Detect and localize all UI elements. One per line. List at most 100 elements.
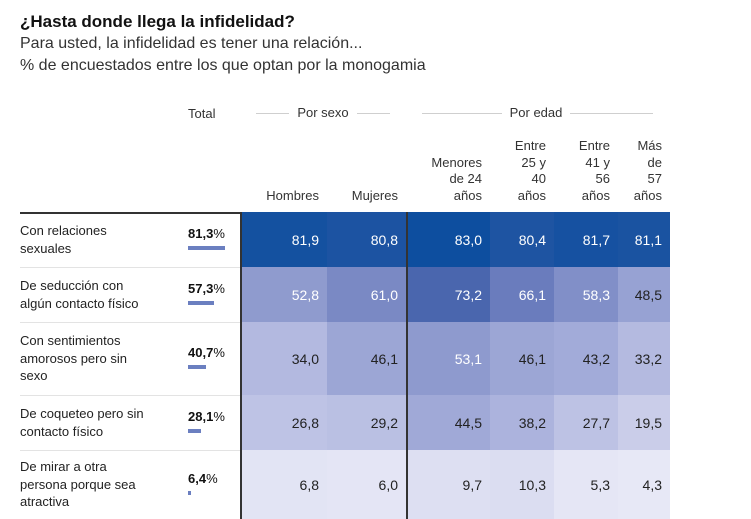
row-label: De coqueteo pero sin contacto físico (20, 405, 180, 440)
row-label-line: Con sentimientos (20, 333, 121, 349)
group-label-edad: Por edad (509, 105, 563, 120)
row-label-line: sexo (20, 368, 48, 384)
row-label-line: persona porque sea (20, 476, 136, 492)
heatmap-cell: 52,8 (240, 267, 327, 322)
group-label-sexo: Por sexo (297, 105, 349, 120)
column-header-line: de 24 (449, 171, 482, 186)
heatmap-cell: 46,1 (490, 322, 554, 395)
column-header: Menores de 24 años (402, 155, 482, 205)
heatmap-cell: 61,0 (327, 267, 406, 322)
column-header-line: años (633, 187, 662, 203)
group-line-sexo-left (256, 113, 289, 114)
group-line-edad-left (422, 113, 502, 114)
row-separator (20, 267, 240, 268)
percent-sign: % (206, 470, 218, 486)
heatmap-cell: 26,8 (240, 395, 327, 450)
row-label-line: amorosos pero sin (20, 350, 127, 366)
total-value: 28,1% (188, 408, 225, 424)
group-divider (406, 212, 408, 519)
row-label-line: Con relaciones (20, 223, 107, 238)
column-header: Entre 41 y 56 años (530, 138, 610, 204)
heatmap-cell: 4,3 (618, 450, 670, 519)
column-header-line: 41 y (585, 154, 610, 170)
total-bar (188, 490, 191, 495)
column-header-line: Entre (514, 138, 546, 153)
column-header-line: años (581, 187, 610, 203)
row-label-line: De seducción con (20, 278, 124, 293)
column-header-line: 25 y (521, 154, 546, 170)
heatmap-cell: 5,3 (554, 450, 618, 519)
total-value: 6,4% (188, 470, 218, 486)
heatmap-cell: 48,5 (618, 267, 670, 322)
heatmap-cell: 81,1 (618, 212, 670, 267)
heatmap-cell: 80,8 (327, 212, 406, 267)
heatmap-cell: 9,7 (406, 450, 490, 519)
heatmap-cell: 6,8 (240, 450, 327, 519)
column-header-line: Hombres (266, 187, 319, 203)
total-value: 81,3% (188, 225, 225, 241)
column-header-line: Mujeres (351, 187, 398, 203)
heatmap-cell: 44,5 (406, 395, 490, 450)
row-label-line: algún contacto físico (20, 295, 139, 311)
column-header-line: 56 (595, 171, 610, 186)
heatmap-cell: 6,0 (327, 450, 406, 519)
row-label: Con sentimientos amorosos pero sin sexo (20, 332, 180, 385)
heatmap-left-divider (240, 212, 242, 519)
heatmap-cell: 33,2 (618, 322, 670, 395)
heatmap-cell: 58,3 (554, 267, 618, 322)
heatmap-cell: 83,0 (406, 212, 490, 267)
column-header-line: años (453, 187, 482, 203)
percent-sign: % (213, 344, 225, 360)
row-label-line: contacto físico (20, 423, 104, 439)
row-label-line: De coqueteo pero sin (20, 406, 144, 421)
total-value: 57,3% (188, 280, 225, 296)
column-header: Hombres (239, 188, 319, 205)
row-label-line: De mirar a otra (20, 459, 107, 475)
group-line-edad-right (570, 113, 653, 114)
row-label: De seducción con algún contacto físico (20, 277, 180, 312)
heatmap-cell: 10,3 (490, 450, 554, 519)
total-value: 40,7% (188, 344, 225, 360)
total-bar (188, 245, 225, 250)
column-header: Entre 25 y 40 años (466, 138, 546, 204)
column-header-line: años (517, 187, 546, 203)
percent-sign: % (213, 280, 225, 296)
row-separator (20, 395, 240, 396)
column-header-line: de (647, 154, 662, 170)
total-bar (188, 300, 214, 305)
group-line-sexo-right (357, 113, 390, 114)
total-header: Total (188, 106, 216, 121)
row-separator (20, 450, 240, 451)
row-label: De mirar a otra persona porque sea atracti… (20, 458, 180, 511)
heatmap-cell: 81,9 (240, 212, 327, 267)
total-bar (188, 428, 201, 433)
column-header-line: Más (637, 138, 662, 153)
column-header-line: 57 (647, 171, 662, 186)
chart-note: % de encuestados entre los que optan por… (20, 57, 426, 74)
chart-title: ¿Hasta donde llega la infidelidad? (20, 12, 295, 31)
heatmap-cell: 81,7 (554, 212, 618, 267)
heatmap-cell: 27,7 (554, 395, 618, 450)
chart-subtitle: Para usted, la infidelidad es tener una … (20, 35, 363, 52)
heatmap-cell: 34,0 (240, 322, 327, 395)
percent-sign: % (213, 408, 225, 424)
heatmap-cell: 29,2 (327, 395, 406, 450)
heatmap-cell: 38,2 (490, 395, 554, 450)
row-label: Con relaciones sexuales (20, 222, 180, 257)
column-header: Más de 57 años (582, 138, 662, 204)
percent-sign: % (213, 225, 225, 241)
heatmap-cell: 53,1 (406, 322, 490, 395)
heatmap-cell: 80,4 (490, 212, 554, 267)
heatmap-cell: 43,2 (554, 322, 618, 395)
heatmap-cell: 73,2 (406, 267, 490, 322)
total-bar (188, 364, 207, 369)
column-header-line: 40 (531, 171, 546, 186)
column-header: Mujeres (318, 188, 398, 205)
column-header-line: Entre (578, 138, 610, 153)
heatmap-cell: 66,1 (490, 267, 554, 322)
column-header-line: Menores (431, 154, 482, 170)
row-label-line: sexuales (20, 240, 72, 256)
row-label-line: atractiva (20, 494, 70, 510)
heatmap-cell: 46,1 (327, 322, 406, 395)
row-separator (20, 322, 240, 323)
